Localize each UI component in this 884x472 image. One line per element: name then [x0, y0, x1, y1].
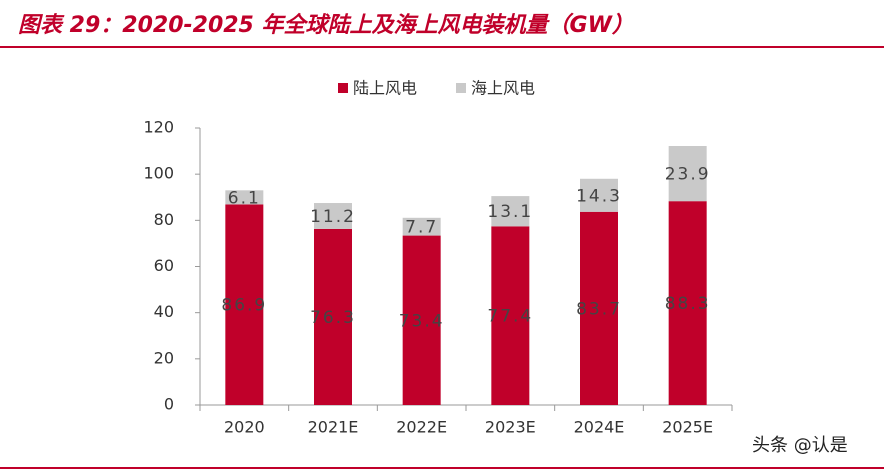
data-label: 88.3	[665, 294, 711, 314]
legend-label: 海上风电	[471, 79, 535, 98]
x-tick-label: 2021E	[308, 418, 359, 437]
bar-segment	[402, 217, 441, 236]
y-tick-label: 80	[154, 210, 174, 229]
y-tick-label: 100	[143, 164, 174, 183]
chart-title: 图表 29：2020-2025 年全球陆上及海上风电装机量（GW）	[18, 12, 634, 38]
data-label: 86.9	[221, 296, 267, 316]
bar-segment	[225, 190, 264, 205]
bar-segment	[491, 226, 530, 405]
bar-segment	[314, 228, 352, 405]
data-label: 11.2	[310, 207, 356, 227]
x-tick-label: 2023E	[485, 418, 536, 437]
bar-segment	[314, 203, 352, 229]
data-label: 13.1	[487, 202, 533, 222]
y-tick-label: 20	[154, 348, 174, 367]
x-tick-label: 2024E	[574, 418, 625, 437]
data-label: 76.3	[310, 308, 356, 328]
bar-segment	[580, 211, 618, 405]
y-tick-label: 120	[143, 118, 174, 137]
x-tick-label: 2022E	[396, 418, 447, 437]
bar-segment	[402, 235, 441, 405]
bar-segment	[668, 146, 707, 202]
bar-segment	[668, 201, 707, 405]
x-tick-label: 2025E	[662, 418, 713, 437]
data-label: 83.7	[576, 299, 622, 319]
watermark: 头条 @认是	[752, 435, 848, 456]
bar-segment	[491, 196, 530, 227]
y-tick-label: 60	[154, 256, 174, 275]
y-tick-label: 0	[164, 395, 174, 414]
y-tick-label: 40	[154, 302, 174, 321]
data-label: 7.7	[405, 218, 438, 238]
data-label: 73.4	[399, 311, 445, 331]
data-label: 77.4	[487, 307, 533, 327]
legend-swatch	[338, 83, 348, 93]
legend-swatch	[456, 83, 466, 93]
data-label: 6.1	[228, 188, 261, 208]
x-tick-label: 2020	[224, 418, 265, 437]
legend-label: 陆上风电	[353, 79, 417, 98]
bar-segment	[225, 204, 264, 405]
bar-segment	[580, 178, 618, 212]
data-label: 23.9	[665, 165, 711, 185]
data-label: 14.3	[576, 186, 622, 206]
